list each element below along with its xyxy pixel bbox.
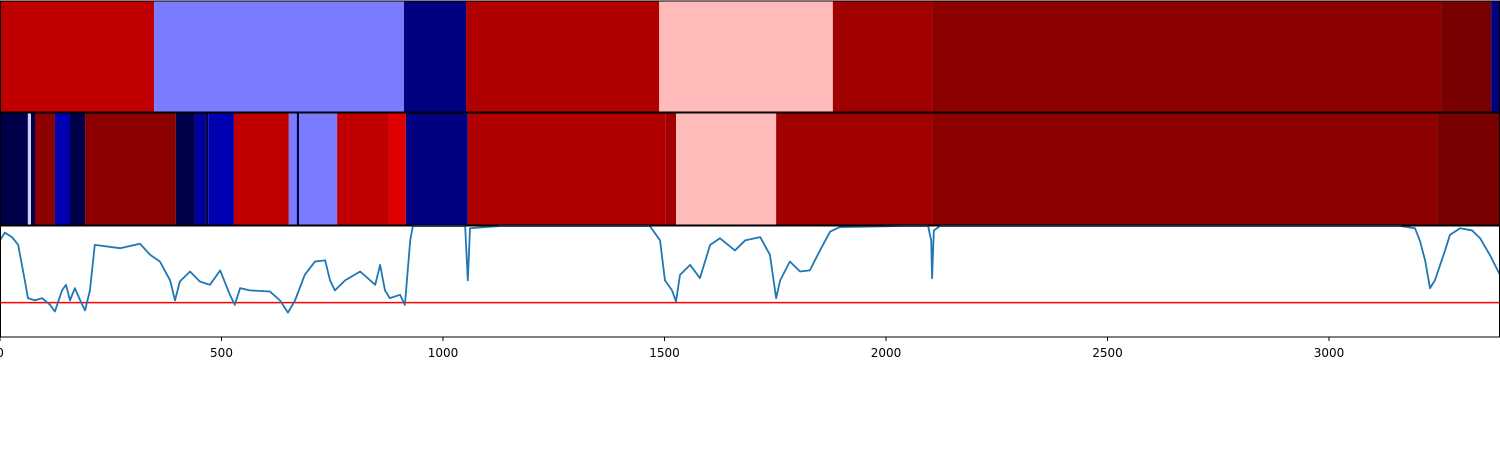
x-tick-label: 3000 — [1314, 346, 1345, 360]
segment — [932, 113, 1438, 225]
segment — [299, 113, 338, 225]
segment — [233, 113, 289, 225]
segment — [467, 113, 666, 225]
segment — [205, 113, 209, 225]
segment — [832, 1, 933, 112]
segment — [665, 113, 677, 225]
segment — [296, 113, 300, 225]
segment — [1491, 1, 1500, 112]
segment — [288, 113, 297, 225]
segment — [404, 1, 467, 112]
x-tick-label: 1000 — [428, 346, 459, 360]
segment — [208, 113, 234, 225]
segment — [337, 113, 389, 225]
segment — [659, 1, 833, 112]
segment — [776, 113, 933, 225]
segment — [676, 113, 777, 225]
segment — [69, 113, 86, 225]
x-tick-label: 2000 — [871, 346, 902, 360]
segment — [27, 113, 32, 225]
x-tick-label: 1500 — [649, 346, 680, 360]
segment — [1437, 113, 1500, 225]
segment — [154, 1, 405, 112]
segment — [1441, 1, 1492, 112]
x-tick-label: 500 — [210, 346, 233, 360]
segment — [194, 113, 206, 225]
segment — [175, 113, 195, 225]
segment — [0, 113, 28, 225]
segment — [388, 113, 406, 225]
segment — [0, 1, 155, 112]
segment — [85, 113, 176, 225]
series-line — [0, 225, 1500, 314]
segment — [54, 113, 70, 225]
x-tick-label: 0 — [0, 346, 4, 360]
segment — [466, 1, 660, 112]
segment — [405, 113, 468, 225]
x-tick-label: 2500 — [1092, 346, 1123, 360]
segment — [932, 1, 1442, 112]
segment — [34, 113, 55, 225]
segment — [31, 113, 35, 225]
